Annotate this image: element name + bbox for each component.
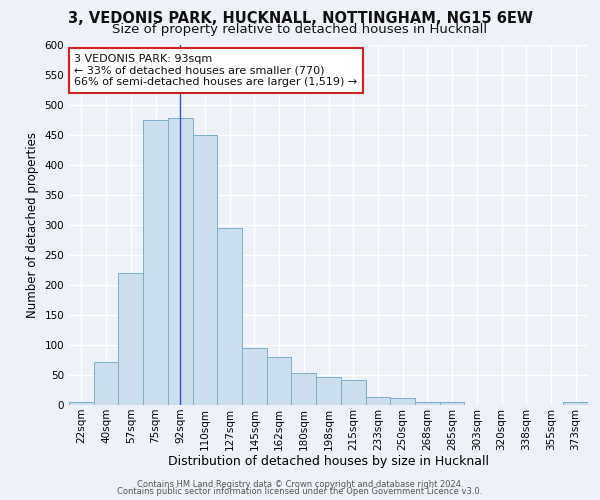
Bar (217, 228, 242, 405)
Bar (118, 273, 143, 405)
Bar (440, 402, 464, 405)
Bar (168, 118, 193, 405)
Text: Contains HM Land Registry data © Crown copyright and database right 2024.: Contains HM Land Registry data © Crown c… (137, 480, 463, 489)
Text: 3, VEDONIS PARK, HUCKNALL, NOTTINGHAM, NG15 6EW: 3, VEDONIS PARK, HUCKNALL, NOTTINGHAM, N… (67, 11, 533, 26)
Bar (69, 402, 94, 405)
X-axis label: Distribution of detached houses by size in Hucknall: Distribution of detached houses by size … (168, 456, 489, 468)
Text: Contains public sector information licensed under the Open Government Licence v3: Contains public sector information licen… (118, 487, 482, 496)
Bar (390, 398, 415, 405)
Text: 3 VEDONIS PARK: 93sqm
← 33% of detached houses are smaller (770)
66% of semi-det: 3 VEDONIS PARK: 93sqm ← 33% of detached … (74, 54, 358, 87)
Bar (267, 357, 292, 405)
Bar (415, 402, 440, 405)
Bar (242, 348, 267, 405)
Text: Size of property relative to detached houses in Hucknall: Size of property relative to detached ho… (112, 22, 488, 36)
Bar (563, 402, 588, 405)
Y-axis label: Number of detached properties: Number of detached properties (26, 132, 39, 318)
Bar (341, 380, 365, 405)
Bar (193, 135, 217, 405)
Bar (94, 362, 118, 405)
Bar (365, 397, 390, 405)
Bar (292, 373, 316, 405)
Bar (143, 120, 168, 405)
Bar (316, 377, 341, 405)
